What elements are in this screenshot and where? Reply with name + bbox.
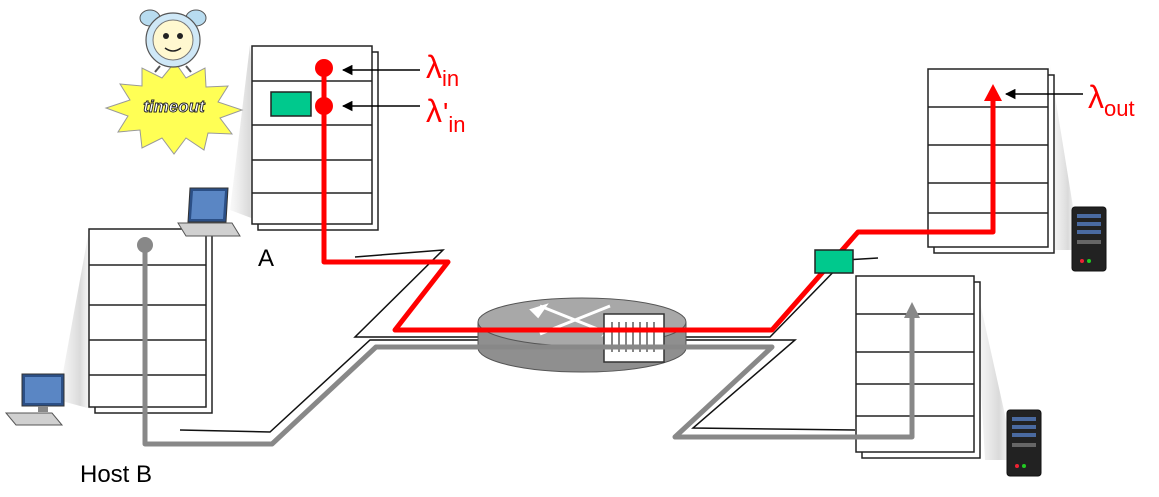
lambda-prime-in-source-dot [315,97,333,115]
router-icon [477,297,687,373]
svg-text:timeout: timeout [143,97,206,116]
label-pointer-arrows [341,64,1083,112]
server-icon [1006,409,1042,477]
host-a-red-path [315,59,1002,333]
server-icon [1071,206,1107,272]
alarm-clock-icon [139,9,207,73]
lambda-in-label: λin [426,49,459,91]
host-a-buffer-stack [251,45,379,231]
network-links [179,249,879,433]
lambda-out-label: λout [1088,79,1135,121]
retransmit-packet [270,91,312,117]
host-b-buffer-stack [88,228,213,414]
queued-packet [814,249,854,274]
timeout-burst-icon: timeout [104,61,244,155]
host-b-label: Host B [80,461,152,488]
lambda-prime-in-label: λ'in [426,93,465,137]
laptop-icon [177,187,241,237]
desktop-computer-icon [4,373,65,426]
receiver-bottom-buffer-stack [855,275,981,459]
lambda-in-source-dot [315,59,333,77]
host-a-label: A [258,245,274,272]
host-b-gray-path [137,237,920,447]
